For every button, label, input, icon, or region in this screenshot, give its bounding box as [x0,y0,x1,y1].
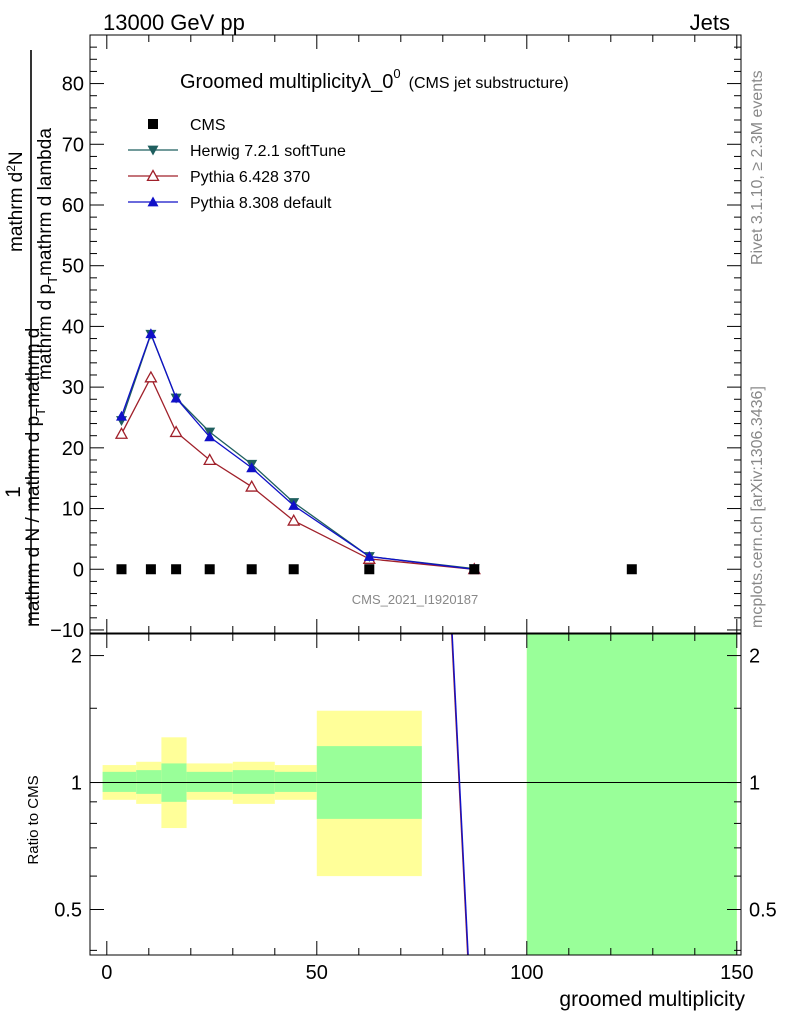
legend-label-cms: CMS [190,117,226,134]
series-line-herwig [120,332,475,570]
ratio-xtick-label: 50 [306,962,328,984]
uncertainty-band-inner [186,771,233,792]
main-ytick-label: 50 [62,256,84,278]
rivet-version-label: Rivet 3.1.10, ≥ 2.3M events [749,70,766,265]
main-ytick-label: 0 [73,559,84,581]
analysis-watermark: CMS_2021_I1920187 [352,592,479,607]
header-jets-label: Jets [690,10,730,35]
main-ytick-label: 70 [62,134,84,156]
ratio-ylabel: Ratio to CMS [25,775,42,864]
data-point-pythia8 [288,500,300,510]
main-ytick-label: 30 [62,377,84,399]
data-point-cms [246,564,257,575]
main-ytick-label: 20 [62,438,84,460]
main-ytick-label: −10 [50,620,84,642]
ratio-panel: 0.5 0.5 1 1 2 2 0 50 100 150 Ratio to CMS groomed… [25,633,777,1011]
main-ytick-label: 80 [62,74,84,96]
data-point-cms [288,564,299,575]
legend: CMS Herwig 7.2.1 softTune Pythia 6.428 370… [128,117,346,212]
legend-label-herwig: Herwig 7.2.1 softTune [190,143,346,160]
main-frame [89,34,742,634]
ylabel-normalisation: mathrm d N / mathrm d pTmathrm d [23,328,48,627]
ylabel-denominator: mathrm d pTmathrm d lambda [35,128,60,380]
chart-title: Groomed multiplicityλ_00 (CMS jet substru… [180,66,569,93]
ratio-ytick-label-right: 0.5 [749,899,777,921]
ratio-xtick-label: 100 [510,962,543,984]
ratio-ytick-label: 2 [71,646,82,668]
data-point-cms [116,564,127,575]
ratio-line-pythia8 [451,634,469,955]
data-point-cms [204,564,215,575]
main-axes: −10 0 10 20 30 40 50 60 70 80 [50,34,742,642]
ratio-frame [89,633,742,956]
header-energy-label: 13000 GeV pp [103,10,245,35]
data-point-cms [626,564,637,575]
data-point-pythia8 [170,392,182,403]
main-ytick-label: 40 [62,316,84,338]
ratio-xtick-label: 150 [720,962,753,984]
legend-marker-cms [148,119,158,129]
ratio-xtick-label: 0 [101,962,112,984]
uncertainty-band-inner [232,770,275,794]
data-point-pythia6 [245,479,259,492]
ratio-ytick-label-right: 2 [749,646,760,668]
main-ytick-label: 60 [62,195,84,217]
data-point-cms [171,564,182,575]
x-axis-label: groomed multiplicity [559,988,745,1011]
data-point-cms [145,564,156,575]
ratio-ytick-label: 1 [71,773,82,795]
data-point-pythia6 [287,513,301,526]
legend-marker-herwig [147,145,159,156]
data-point-pythia6 [144,370,158,383]
main-ylabel: 1 mathrm d N / mathrm d pTmathrm d mathr… [2,50,60,627]
data-point-cms [364,564,375,575]
main-ytick-label: 10 [62,499,84,521]
data-point-pythia6 [114,427,129,439]
legend-label-pythia6: Pythia 6.428 370 [190,169,310,186]
ratio-axes: 0.5 0.5 1 1 2 2 0 50 100 150 [54,633,777,984]
ylabel-prefactor: 1 [2,486,25,498]
series-line-pythia6 [120,375,475,570]
uncertainty-band-inner [274,771,317,792]
mcplots-reference-label: mcplots.cern.ch [arXiv:1306.3436] [749,386,766,628]
legend-label-pythia8: Pythia 8.308 default [190,195,332,212]
chart-title-text: Groomed multiplicityλ_0 [180,71,393,93]
ratio-plot-area [90,634,741,955]
uncertainty-band-inner [102,771,137,792]
series-line-pythia8 [120,331,475,570]
legend-marker-pythia8 [147,196,159,207]
data-point-pythia6 [169,425,183,438]
data-point-pythia8 [363,551,375,561]
chart-title-superscript: 0 [393,66,400,81]
ratio-ytick-label-right: 1 [749,773,760,795]
uncertainty-band-inner [526,634,737,955]
data-point-pythia8 [246,462,258,473]
chart-title-suffix: (CMS jet substructure) [409,75,569,92]
data-point-pythia8 [204,431,216,442]
data-point-pythia8 [145,328,157,339]
ratio-ytick-label: 0.5 [54,899,82,921]
ylabel-numerator: mathrm d2N [4,151,27,252]
legend-marker-pythia6 [146,169,160,182]
uncertainty-band-inner [136,770,162,794]
data-point-pythia6 [203,453,217,466]
data-point-pythia8 [116,410,127,421]
main-plot-area [114,328,637,575]
data-point-cms [469,564,480,575]
